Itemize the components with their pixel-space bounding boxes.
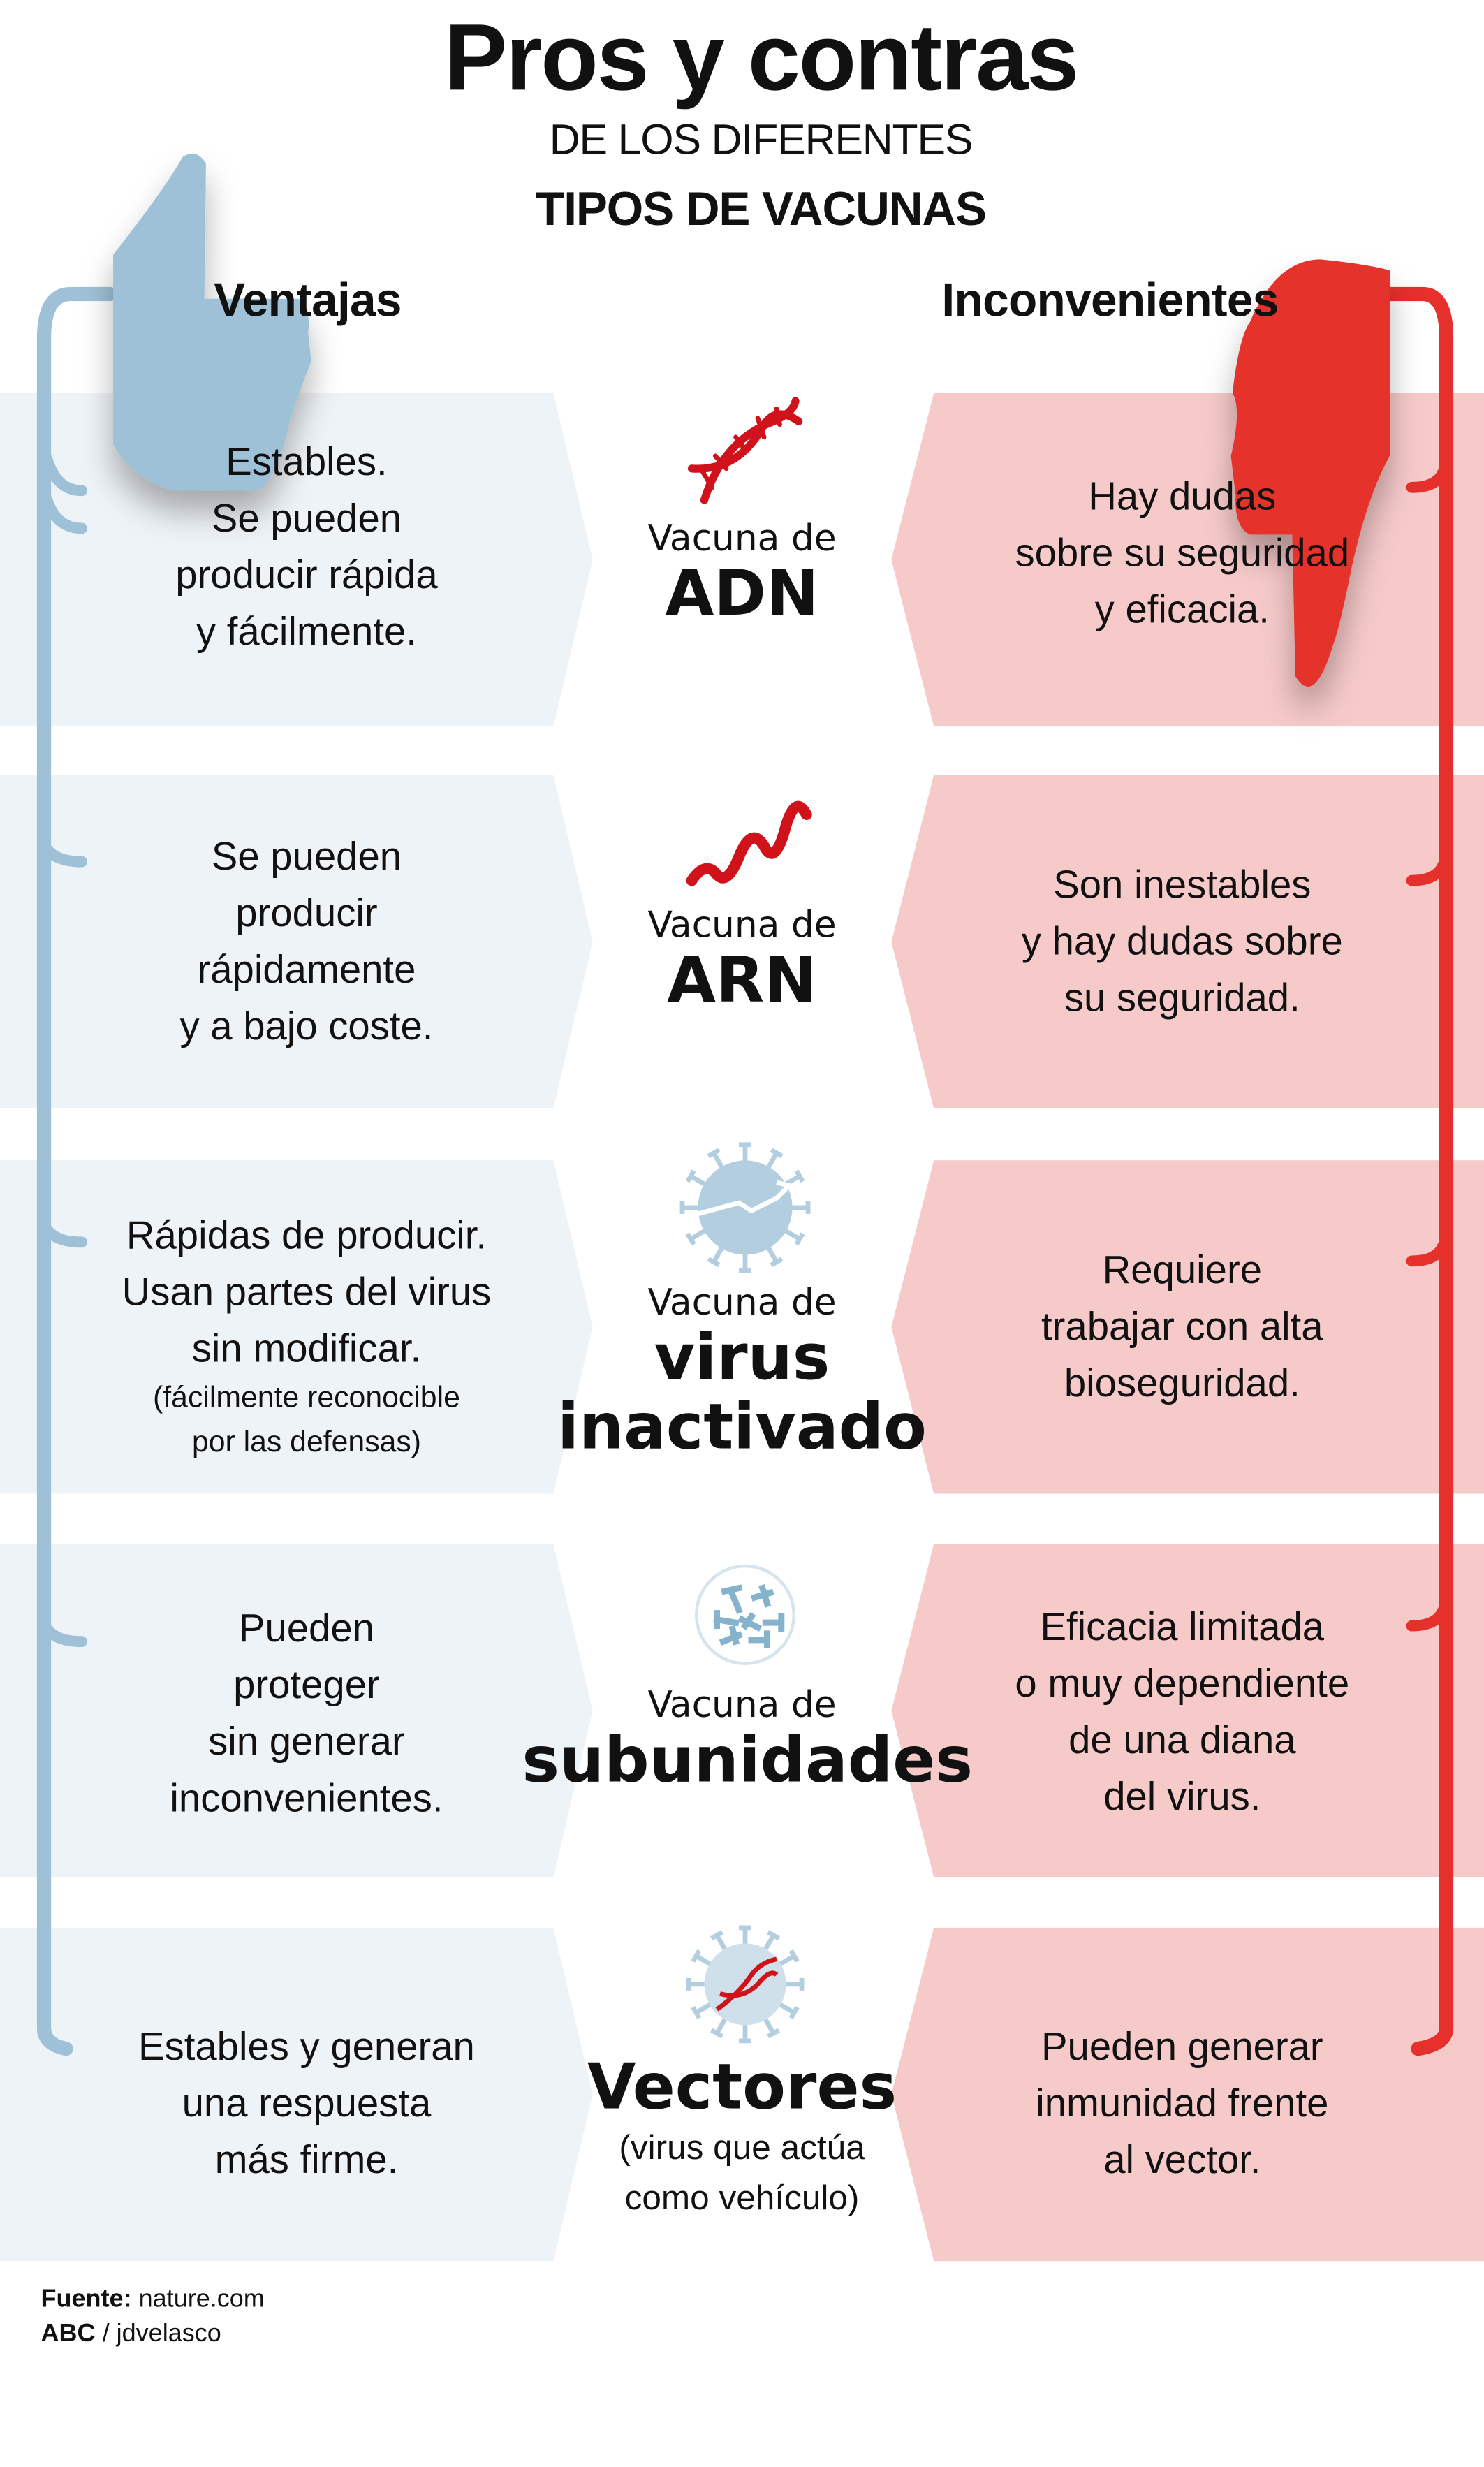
virus-spike xyxy=(781,1227,805,1246)
virus-spike xyxy=(765,1148,784,1171)
virus-spike xyxy=(707,1244,726,1268)
dna-icon xyxy=(687,397,803,504)
pros-bracket-tick xyxy=(41,1224,87,1248)
virus-spike xyxy=(707,1148,726,1171)
virus-spike xyxy=(710,1930,728,1953)
cons-panel xyxy=(891,1160,1484,1494)
vaccine-prefix: Vacuna de xyxy=(647,518,837,560)
page-subtitle-line2: TIPOS DE VACUNAS xyxy=(536,184,987,236)
rna-strand-icon xyxy=(686,800,812,886)
virus-spike xyxy=(691,1949,714,1968)
row-virus-cons: Requiere trabajar con alta bioseguridad. xyxy=(1041,1248,1323,1406)
pros-text: Rápidas de producir. Usan partes del vir… xyxy=(122,1213,492,1371)
row-adn-pros: Estables. Se pueden producir rápida y fá… xyxy=(175,440,438,654)
source-value: nature.com xyxy=(138,2286,265,2313)
page-title: Pros y contras xyxy=(444,4,1079,110)
page-subtitle-line1: DE LOS DIFERENTES xyxy=(549,116,974,164)
cons-bracket-tick xyxy=(1406,1239,1449,1267)
pros-bracket-tick xyxy=(41,1623,87,1648)
cons-bracket-tick xyxy=(1406,466,1449,493)
pros-bracket-tick xyxy=(41,494,87,534)
row-subunidades-label: Vacuna de subunidades xyxy=(522,1685,973,1798)
virus-spike xyxy=(762,2015,781,2039)
pros-panel xyxy=(0,1927,593,2262)
pros-bracket-tick xyxy=(41,843,87,868)
virus-spike xyxy=(765,1244,784,1268)
row-virus-label: Vacuna de virus inactivado xyxy=(553,1283,930,1463)
row-vectores-label: Vectores (virus que actúa como vehículo) xyxy=(553,2054,930,2223)
pros-panel xyxy=(0,1160,593,1494)
row-arn-pros: Se pueden producir rápidamente y a bajo … xyxy=(179,835,434,1049)
cons-panel xyxy=(891,775,1484,1109)
row-adn-label: Vacuna de ADN xyxy=(553,519,930,629)
vaccine-name: virus inactivado xyxy=(557,1322,927,1464)
vaccine-name: ARN xyxy=(667,944,817,1018)
cons-bracket-line xyxy=(1376,286,1454,2056)
virus-spike xyxy=(685,1169,709,1188)
row-subunidades-cons: Eficacia limitada o muy dependiente de u… xyxy=(1015,1605,1350,1820)
virus-spike xyxy=(762,1930,781,1953)
vaccine-name: subunidades xyxy=(522,1725,973,1798)
row-subunidades-pros: Pueden proteger sin generar inconvenient… xyxy=(170,1606,443,1821)
pros-panel xyxy=(0,1544,593,1877)
credit-org: ABC xyxy=(41,2320,96,2348)
virus-spike xyxy=(685,1227,709,1246)
vaccine-note: (virus que actúa como vehículo) xyxy=(619,2127,865,2218)
cons-panel xyxy=(891,1544,1484,1877)
pros-panel xyxy=(0,775,593,1109)
cons-column-heading: Inconvenientes xyxy=(941,274,1279,328)
row-arn-label: Vacuna de ARN xyxy=(553,906,930,1016)
thumbs-up-icon xyxy=(113,154,311,491)
credit-author: / jdvelasco xyxy=(102,2320,221,2348)
footer: Fuente: nature.com ABC / jdvelasco xyxy=(41,2283,265,2352)
protein-subunits-icon xyxy=(694,1564,796,1665)
pros-note: (fácilmente reconocible por las defensas… xyxy=(153,1382,460,1460)
cons-bracket-tick xyxy=(1406,1604,1449,1632)
virus-spike xyxy=(679,1201,701,1214)
cons-bracket-tick xyxy=(1406,859,1449,886)
vaccine-name: Vectores xyxy=(587,2051,897,2125)
virus-spike xyxy=(691,2000,714,2019)
vaccine-prefix: Vacuna de xyxy=(647,1685,837,1727)
vaccine-prefix: Vacuna de xyxy=(647,905,837,947)
pros-bracket-line xyxy=(36,286,117,2056)
pros-bracket-tick xyxy=(41,453,87,497)
source-label: Fuente: xyxy=(41,2286,132,2313)
row-adn-cons: Hay dudas sobre su seguridad y eficacia. xyxy=(1015,474,1350,632)
thumbs-down-icon xyxy=(1230,259,1390,687)
virus-spike xyxy=(686,1977,707,1991)
virus-spike xyxy=(710,2015,728,2039)
pros-column-heading: Ventajas xyxy=(214,274,402,328)
vaccine-name: ADN xyxy=(665,558,819,631)
broken-virus-icon xyxy=(679,1142,811,1273)
row-vectores-cons: Pueden generar inmunidad frente al vecto… xyxy=(1036,2025,1329,2183)
virus-spike xyxy=(777,2000,800,2019)
virus-vector-icon xyxy=(686,1925,805,2044)
virus-spike xyxy=(777,1949,800,1968)
cons-panel xyxy=(891,1927,1484,2262)
row-vectores-pros: Estables y generan una respuesta más fir… xyxy=(138,2025,475,2183)
vaccine-prefix: Vacuna de xyxy=(647,1282,837,1324)
row-arn-cons: Son inestables y hay dudas sobre su segu… xyxy=(1021,863,1343,1020)
row-virus-pros: Rápidas de producir. Usan partes del vir… xyxy=(31,1208,582,1465)
